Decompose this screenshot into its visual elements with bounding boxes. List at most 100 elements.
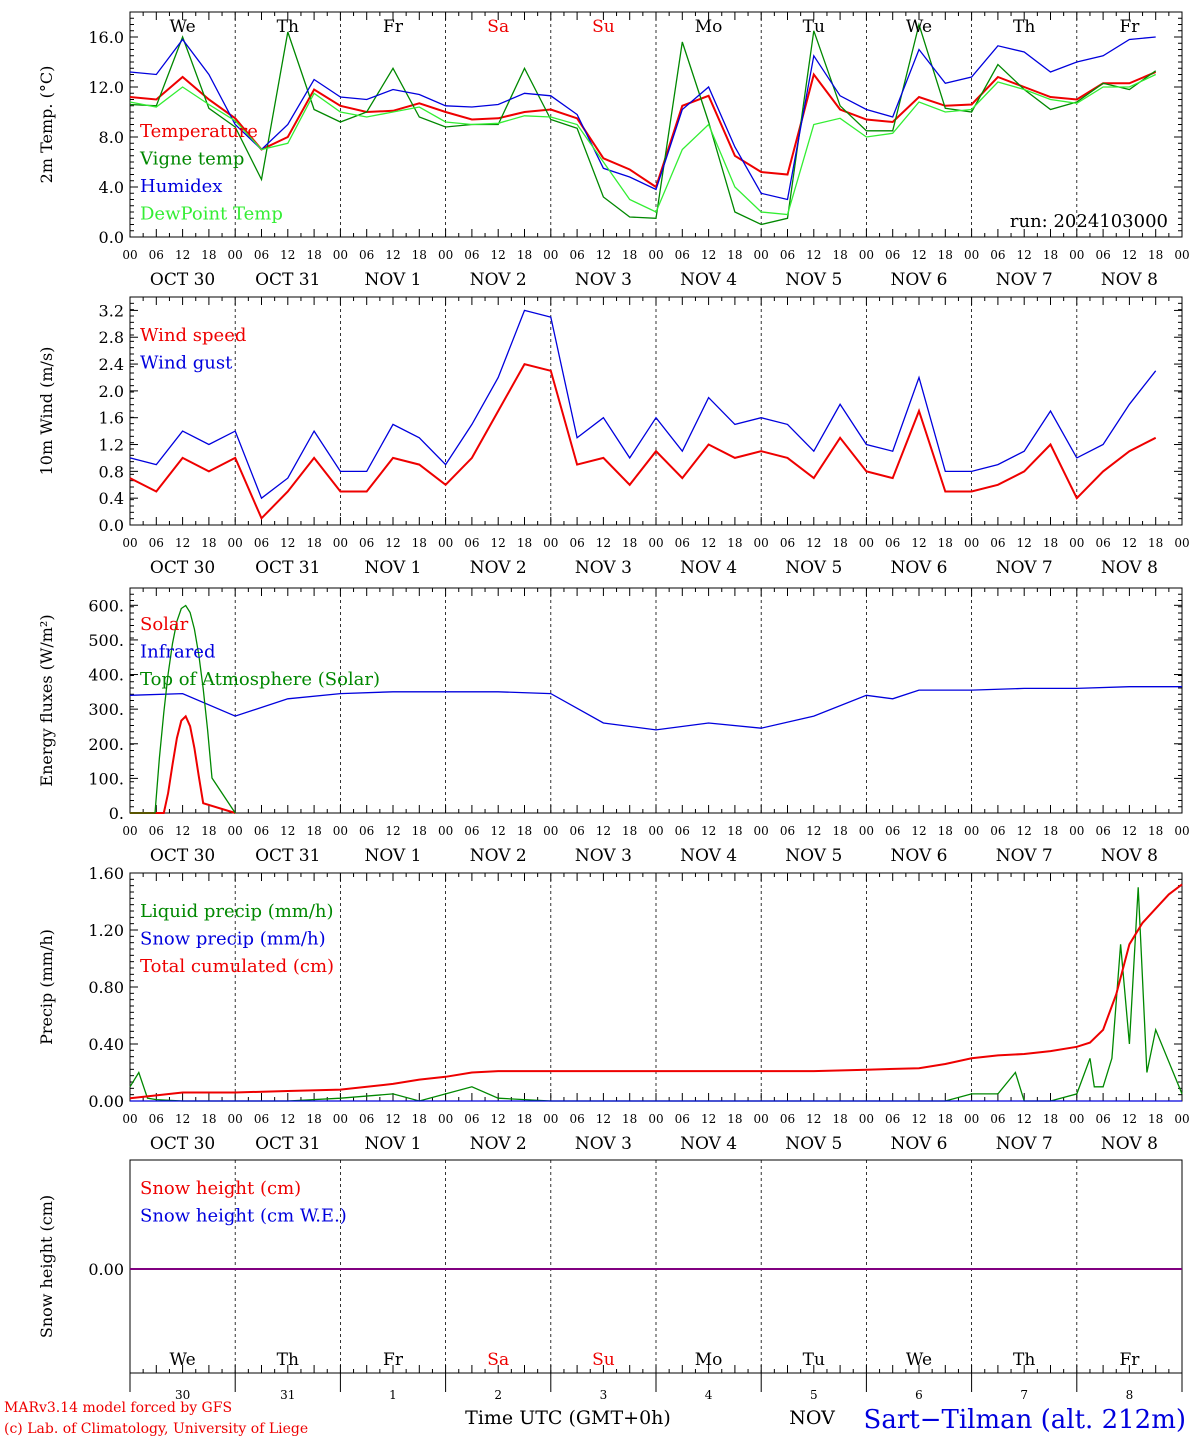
date-label: NOV 2 (470, 1134, 527, 1154)
date-label: OCT 31 (255, 558, 320, 578)
hour-tick-label: 00 (859, 824, 874, 838)
date-label: NOV 2 (470, 270, 527, 290)
day-label-bottom: Su (592, 1350, 615, 1370)
footer: MARv3.14 model forced by GFS (c) Lab. of… (4, 1400, 1186, 1437)
hour-tick-label: 06 (569, 248, 584, 262)
bottom-date-label: 3 (600, 1388, 608, 1402)
date-label: NOV 5 (785, 558, 842, 578)
hour-tick-label: 00 (1174, 248, 1189, 262)
legend-entry: DewPoint Temp (140, 204, 283, 225)
hour-tick-label: 06 (1095, 248, 1110, 262)
hour-tick-label: 18 (832, 536, 847, 550)
hour-tick-label: 06 (569, 824, 584, 838)
series-line-2-2 (129, 309, 1157, 500)
month-label: NOV (789, 1407, 835, 1429)
bottom-date-label: 7 (1020, 1388, 1028, 1402)
bottom-date-label: 4 (705, 1388, 713, 1402)
hour-tick-label: 00 (648, 1112, 663, 1126)
date-label: OCT 31 (255, 270, 320, 290)
hour-tick-label: 00 (648, 536, 663, 550)
hour-tick-label: 06 (464, 1112, 479, 1126)
hour-tick-label: 06 (464, 536, 479, 550)
hour-tick-label: 12 (491, 824, 506, 838)
day-label-bottom: Sa (487, 1350, 509, 1370)
legend-entry: Solar (140, 614, 189, 635)
hour-tick-label: 00 (754, 824, 769, 838)
date-label: NOV 4 (680, 558, 737, 578)
legend-entry: Snow height (cm) (140, 1178, 301, 1199)
y-tick-label: 2.8 (99, 328, 124, 347)
date-label: NOV 3 (575, 1134, 632, 1154)
y-tick-label: 300. (88, 700, 124, 719)
date-label: NOV 4 (680, 270, 737, 290)
date-label: NOV 4 (680, 1134, 737, 1154)
hour-tick-label: 18 (201, 536, 216, 550)
hour-tick-label: 12 (385, 824, 400, 838)
hour-tick-label: 06 (990, 536, 1005, 550)
hour-tick-label: 18 (1148, 824, 1163, 838)
hour-tick-label: 18 (727, 1112, 742, 1126)
hour-tick-label: 12 (701, 248, 716, 262)
hour-tick-label: 18 (517, 248, 532, 262)
day-label-top: Sa (487, 17, 509, 37)
date-label: NOV 2 (470, 558, 527, 578)
day-label-top: We (170, 17, 196, 37)
hour-tick-label: 18 (517, 824, 532, 838)
y-tick-label: 1.6 (99, 409, 124, 428)
hour-tick-label: 06 (569, 1112, 584, 1126)
hour-tick-label: 06 (149, 248, 164, 262)
y-tick-label: 200. (88, 735, 124, 754)
hour-tick-label: 06 (149, 1112, 164, 1126)
hour-tick-label: 12 (175, 824, 190, 838)
hour-tick-label: 18 (201, 824, 216, 838)
y-tick-label: 100. (88, 769, 124, 788)
date-label: OCT 30 (150, 270, 215, 290)
hour-tick-label: 12 (1017, 824, 1032, 838)
legend-entry: Temperature (140, 121, 258, 142)
y-tick-label: 0.00 (88, 1260, 124, 1279)
day-label-top: Tu (803, 17, 825, 37)
series-line-1-4 (129, 73, 1156, 216)
hour-tick-label: 00 (1069, 536, 1084, 550)
date-label: NOV 8 (1101, 846, 1158, 866)
y-tick-label: 0.00 (88, 1092, 124, 1111)
y-tick-label: 16.0 (88, 28, 124, 47)
hour-tick-label: 00 (228, 248, 243, 262)
hour-tick-label: 06 (254, 824, 269, 838)
date-label: NOV 6 (890, 846, 947, 866)
day-label-top: Mo (695, 17, 723, 37)
legend-entry: Liquid precip (mm/h) (140, 901, 334, 922)
day-label-bottom: We (906, 1350, 932, 1370)
y-axis-label: Energy fluxes (W/m²) (37, 614, 56, 786)
hour-tick-label: 00 (754, 248, 769, 262)
hour-tick-label: 00 (964, 1112, 979, 1126)
hour-tick-label: 06 (1095, 824, 1110, 838)
hour-tick-label: 12 (280, 248, 295, 262)
series-line-3-3 (130, 604, 236, 814)
legend-entry: Top of Atmosphere (Solar) (140, 669, 380, 690)
panel-4: 0.00 0.40 0.80 1.20 1.60 Precip (mm/h) Liquid … (37, 864, 1190, 1154)
y-tick-label: 12.0 (88, 78, 124, 97)
hour-tick-label: 18 (727, 824, 742, 838)
hour-tick-label: 06 (359, 824, 374, 838)
date-label: NOV 7 (996, 846, 1053, 866)
hour-tick-label: 12 (911, 1112, 926, 1126)
hour-tick-label: 18 (622, 1112, 637, 1126)
hour-tick-label: 18 (412, 824, 427, 838)
hour-tick-label: 18 (832, 1112, 847, 1126)
series-line-1-3 (129, 36, 1156, 201)
hour-tick-label: 12 (491, 536, 506, 550)
hour-tick-label: 18 (201, 1112, 216, 1126)
hour-tick-label: 18 (727, 536, 742, 550)
hour-tick-label: 00 (754, 536, 769, 550)
panel-1: 0.0 4.0 8.0 12.0 16.0 2m Temp. (°C) Temperatur… (37, 11, 1190, 290)
y-tick-label: 1.20 (88, 921, 124, 940)
hour-tick-label: 12 (806, 1112, 821, 1126)
date-label: NOV 6 (890, 270, 947, 290)
hour-tick-label: 18 (622, 248, 637, 262)
y-axis-label: Snow height (cm) (37, 1195, 56, 1338)
hour-tick-label: 06 (254, 248, 269, 262)
hour-tick-label: 06 (464, 248, 479, 262)
legend-entry: Vigne temp (139, 149, 244, 170)
hour-tick-label: 00 (438, 824, 453, 838)
